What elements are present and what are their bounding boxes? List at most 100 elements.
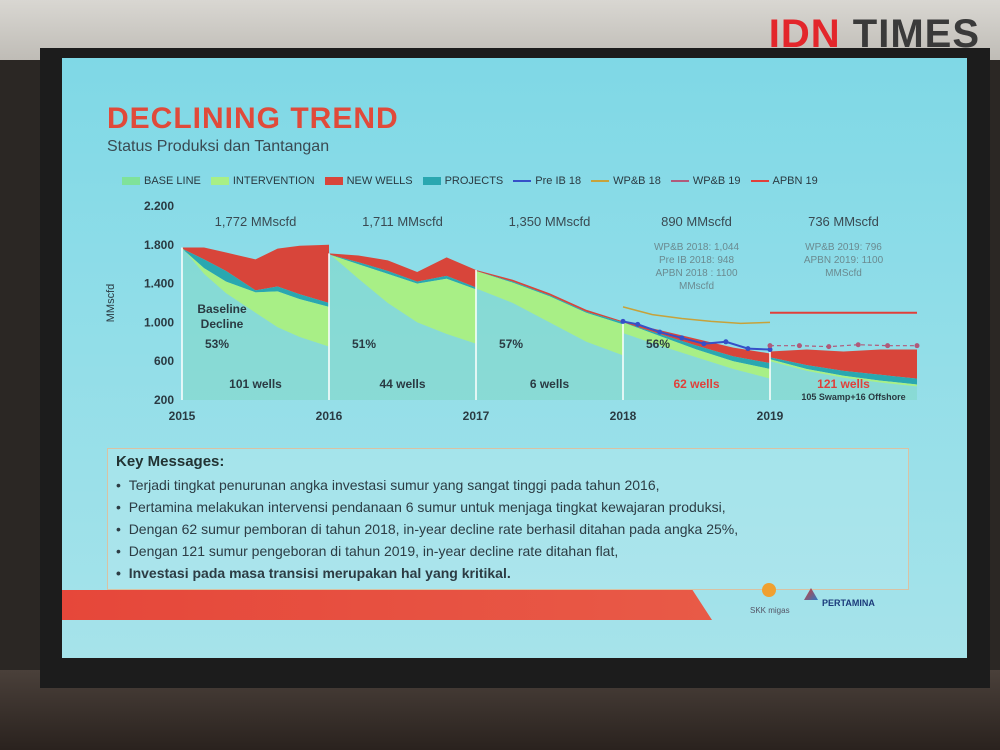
skk-migas-logo-icon [762, 583, 776, 597]
y-tick-label: 1.400 [144, 277, 174, 291]
segment-note: WP&B 2019: 796 [805, 242, 882, 253]
y-tick-label: 1.000 [144, 315, 174, 329]
baseline-area [329, 253, 476, 400]
new-wells-area [476, 270, 623, 323]
wells-label: 101 wells [229, 377, 282, 391]
logo-part-times: TIMES [852, 12, 980, 56]
legend-label: BASE LINE [144, 175, 201, 187]
footer-bar [62, 590, 712, 620]
key-messages-title: Key Messages: [116, 453, 225, 470]
declining-trend-chart: 2.200 1.800 1.400 1.000 600 200 MMscfd 2015 2016… [105, 199, 920, 423]
legend-item: INTERVENTION [210, 175, 315, 187]
legend-item: APBN 19 [750, 175, 818, 187]
series-point [855, 342, 861, 348]
x-tick-label: 2017 [463, 409, 490, 423]
series-point [657, 329, 663, 335]
legend-label: WP&B 18 [613, 175, 661, 187]
wells-sub-label: 105 Swamp+16 Offshore [801, 392, 905, 402]
legend-item: NEW WELLS [324, 175, 413, 187]
segment-volume-label: 1,350 MMscfd [509, 214, 591, 229]
legend-item: Pre IB 18 [513, 175, 581, 187]
decline-percent-label: 57% [499, 337, 523, 351]
intervention-area [476, 270, 623, 356]
series-point [620, 318, 626, 324]
decline-percent-label: 56% [646, 337, 670, 351]
legend-label: PROJECTS [444, 175, 504, 187]
wells-label: 62 wells [673, 377, 719, 391]
message-item: • Investasi pada masa transisi merupakan… [116, 565, 511, 581]
legend-label: APBN 19 [772, 175, 818, 187]
series-point [767, 343, 773, 349]
message-item: • Pertamina melakukan intervensi pendana… [116, 499, 726, 515]
segment-volume-label: 1,711 MMscfd [362, 214, 443, 229]
message-item: • Terjadi tingkat penurunan angka invest… [116, 477, 660, 493]
projects-area [182, 248, 329, 307]
projects-area [770, 357, 917, 385]
new-wells-area [770, 349, 917, 379]
legend-swatch [750, 180, 769, 182]
legend-swatch [670, 180, 689, 182]
legend-item: PROJECTS [422, 175, 504, 187]
y-tick-label: 2.200 [144, 199, 174, 213]
message-item: • Dengan 121 sumur pengeboran di tahun 2… [116, 543, 619, 559]
x-tick-label: 2019 [757, 409, 784, 423]
segment-note: APBN 2018 : 1100 [655, 268, 738, 279]
baseline-area [182, 247, 329, 400]
y-tick-label: 1.800 [144, 238, 174, 252]
legend-label: Pre IB 18 [535, 175, 582, 187]
series-point [635, 321, 641, 327]
series-line [622, 306, 771, 325]
idn-times-logo: IDN TIMES [769, 12, 980, 57]
segment-note: WP&B 2018: 1,044 [654, 242, 739, 253]
legend-item: WP&B 18 [591, 175, 661, 187]
series-point [723, 339, 729, 345]
projects-area [476, 270, 623, 325]
series-line [622, 320, 771, 351]
intervention-area [623, 322, 770, 379]
wells-label: 44 wells [379, 377, 425, 391]
projects-area [623, 322, 770, 369]
intervention-area [770, 359, 917, 387]
chart-legend: BASE LINE INTERVENTION NEW WELLS PROJECTS Pr… [122, 175, 818, 187]
segment-note: MMscfd [679, 281, 714, 292]
segment-note: MMScfd [825, 268, 862, 279]
y-axis-label: MMscfd [105, 284, 117, 323]
intervention-area [182, 247, 329, 347]
key-messages-box: Key Messages: • Terjadi tingkat penuruna… [107, 448, 909, 590]
message-item: • Dengan 62 sumur pemboran di tahun 2018… [116, 521, 739, 537]
decline-percent-label: 51% [352, 337, 376, 351]
baseline-area [770, 361, 917, 400]
baseline-decline-label: Decline [201, 317, 244, 331]
wells-label: 6 wells [530, 377, 570, 391]
legend-label: NEW WELLS [346, 175, 413, 187]
decline-percent-label: 53% [205, 337, 229, 351]
x-tick-label: 2018 [610, 409, 637, 423]
series-line [770, 344, 917, 348]
wells-label: 121 wells [817, 377, 870, 391]
intervention-area [329, 253, 476, 344]
logo-part-idn: IDN [768, 12, 841, 56]
legend-swatch [422, 177, 441, 185]
y-tick-label: 600 [154, 354, 174, 368]
slide-subtitle: Status Produksi dan Tantangan [107, 138, 330, 155]
presentation-slide: DECLINING TREND Status Produksi dan Tant… [62, 58, 967, 658]
series-point [826, 344, 832, 350]
legend-label: WP&B 19 [692, 175, 741, 187]
series-point [796, 343, 802, 349]
new-wells-area [182, 244, 329, 303]
segment-volume-label: 736 MMscfd [808, 214, 879, 229]
series-point [701, 341, 707, 347]
segment-note: Pre IB 2018: 948 [659, 255, 734, 266]
legend-swatch [591, 180, 610, 182]
legend-swatch [324, 177, 343, 185]
legend-swatch [122, 177, 140, 185]
series-point [914, 343, 920, 349]
legend-item: BASE LINE [122, 175, 201, 187]
legend-label: INTERVENTION [232, 175, 315, 187]
legend-swatch [210, 177, 229, 185]
legend-item: WP&B 19 [670, 175, 741, 187]
segment-volume-label: 890 MMscfd [661, 214, 732, 229]
x-tick-label: 2015 [169, 409, 196, 423]
baseline-area [476, 288, 623, 400]
baseline-area [623, 333, 770, 400]
